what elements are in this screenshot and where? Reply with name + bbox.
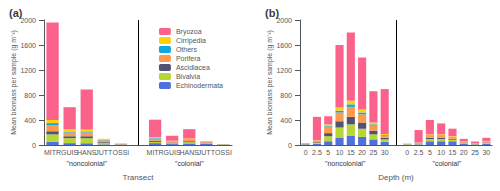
svg-text:30: 30 [482, 149, 490, 156]
svg-text:10: 10 [437, 149, 445, 156]
svg-text:MITR: MITR [147, 149, 164, 156]
svg-text:Ascidiacea: Ascidiacea [176, 64, 210, 71]
svg-text:2000: 2000 [20, 17, 36, 24]
svg-text:2.5: 2.5 [312, 149, 322, 156]
svg-text:5: 5 [326, 149, 330, 156]
svg-text:"noncolonial": "noncolonial" [325, 160, 366, 167]
svg-text:2.5: 2.5 [414, 149, 424, 156]
svg-text:10: 10 [336, 149, 344, 156]
svg-text:Bivalvia: Bivalvia [176, 73, 200, 80]
svg-text:HANS: HANS [77, 149, 97, 156]
svg-text:Others: Others [176, 46, 198, 53]
svg-text:OSSI: OSSI [215, 149, 232, 156]
svg-text:2000: 2000 [276, 16, 292, 24]
svg-text:Cirripedia: Cirripedia [176, 37, 206, 45]
svg-text:20: 20 [358, 149, 366, 156]
svg-text:1200: 1200 [20, 67, 36, 74]
svg-text:(a): (a) [9, 7, 23, 19]
svg-text:25: 25 [471, 149, 479, 156]
svg-text:5: 5 [428, 149, 432, 156]
svg-text:20: 20 [460, 149, 468, 156]
svg-text:Porifera: Porifera [176, 55, 201, 62]
svg-text:25: 25 [370, 149, 378, 156]
svg-text:GUIS: GUIS [164, 149, 181, 156]
svg-text:"colonial": "colonial" [432, 160, 461, 167]
svg-text:0: 0 [304, 149, 308, 156]
svg-text:Bryozoa: Bryozoa [176, 28, 202, 36]
svg-text:Depth (m): Depth (m) [378, 173, 414, 182]
svg-text:0: 0 [32, 142, 36, 149]
svg-text:"colonial": "colonial" [175, 160, 204, 167]
svg-text:1600: 1600 [276, 42, 292, 49]
svg-text:OSSI: OSSI [113, 149, 130, 156]
svg-text:JUTT: JUTT [198, 149, 216, 156]
svg-text:HANS: HANS [180, 149, 200, 156]
svg-text:1600: 1600 [20, 42, 36, 49]
svg-text:(b): (b) [265, 7, 279, 19]
svg-text:30: 30 [381, 149, 389, 156]
svg-text:Mean biomass per sample (g m⁻²: Mean biomass per sample (g m⁻²) [10, 30, 18, 135]
svg-text:0: 0 [405, 149, 409, 156]
svg-text:Mean biomass per sample (g m⁻²: Mean biomass per sample (g m⁻²) [266, 30, 274, 135]
svg-text:800: 800 [24, 92, 36, 99]
svg-text:Echinodermata: Echinodermata [176, 82, 223, 89]
svg-text:1200: 1200 [276, 67, 292, 74]
svg-text:JUTT: JUTT [95, 149, 113, 156]
svg-text:15: 15 [449, 149, 457, 156]
svg-text:MITR: MITR [44, 149, 61, 156]
svg-text:800: 800 [280, 92, 292, 99]
svg-text:400: 400 [280, 117, 292, 124]
svg-text:400: 400 [24, 117, 36, 124]
svg-text:0: 0 [288, 142, 292, 149]
svg-text:GUIS: GUIS [61, 149, 78, 156]
svg-text:Transect: Transect [123, 173, 155, 182]
svg-text:15: 15 [347, 149, 355, 156]
svg-text:"noncolonial": "noncolonial" [67, 160, 108, 167]
